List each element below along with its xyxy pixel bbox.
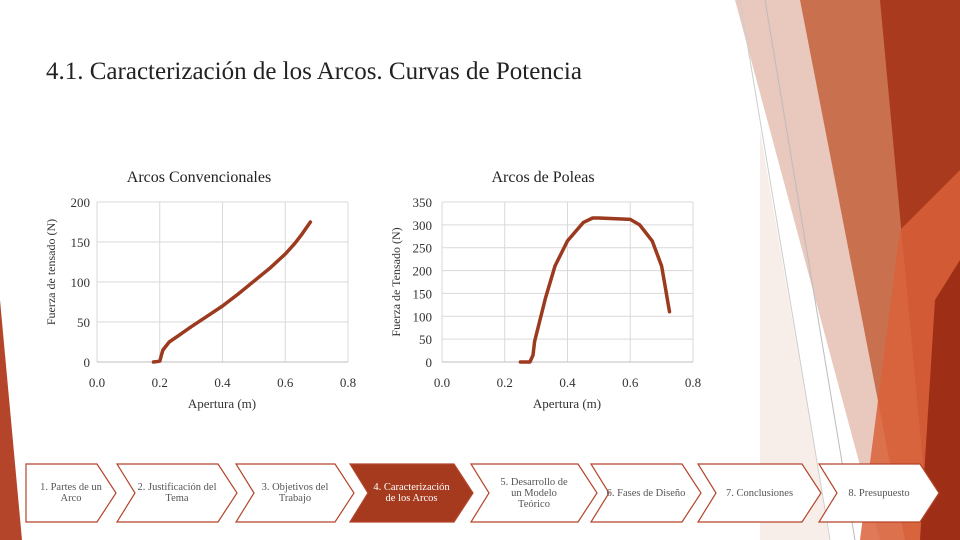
nav-item-label: 1. Partes de un Arco [40, 482, 102, 504]
chevron-shape [590, 463, 702, 523]
section-navigation: 1. Partes de un Arco 2. Justificación de… [0, 463, 960, 533]
chart2-grid [441, 201, 694, 363]
x-tick-label: 0.0 [89, 375, 105, 390]
chart2-title: Arcos de Poleas [491, 169, 594, 186]
chart1-series [151, 220, 313, 364]
chart1-ylabel: Fuerza de tensado (N) [44, 219, 58, 325]
chevron-polygon [470, 463, 598, 523]
y-tick-label: 150 [413, 286, 433, 301]
y-tick-label: 200 [71, 195, 91, 210]
x-tick-label: 0.2 [152, 375, 168, 390]
chevron-polygon [818, 463, 940, 523]
left-accent-shape [0, 300, 22, 540]
nav-item-fases-diseno[interactable]: 6. Fases de Diseño [590, 463, 702, 523]
facet-line-2 [764, 0, 856, 540]
translucent-wedge [760, 130, 830, 540]
chevron-shape [25, 463, 117, 523]
chart2-y-ticks: 0 50 100 150 200 250 300 350 [413, 195, 433, 370]
chevron-polygon [116, 463, 238, 523]
chevron-polygon [25, 463, 117, 523]
nav-item-label: 3. Objetivos del Trabajo [261, 482, 329, 504]
chevron-polygon [697, 463, 822, 523]
chart2-series [518, 216, 672, 364]
nav-item-label: 2. Justificación del Tema [137, 482, 217, 504]
chevron-shape [235, 463, 355, 523]
chevron-shape [116, 463, 238, 523]
nav-item-conclusiones[interactable]: 7. Conclusiones [697, 463, 822, 523]
y-tick-label: 100 [413, 309, 433, 324]
y-tick-label: 0 [426, 355, 433, 370]
x-tick-label: 0.8 [340, 375, 356, 390]
chart1-title: Arcos Convencionales [127, 169, 271, 186]
chart1-grid [96, 201, 349, 363]
series-line [151, 220, 313, 364]
slide-title: 4.1. Caracterización de los Arcos. Curva… [46, 58, 582, 85]
x-tick-label: 0.4 [214, 375, 231, 390]
chart1-x-ticks: 0.0 0.2 0.4 0.6 0.8 [89, 375, 356, 390]
chevron-shape [349, 463, 474, 523]
y-tick-label: 50 [77, 315, 90, 330]
chart2-xlabel: Apertura (m) [533, 396, 601, 411]
nav-item-label: 7. Conclusiones [725, 487, 794, 499]
series-line [518, 216, 672, 364]
chevron-polygon [349, 463, 474, 523]
nav-item-objetivos[interactable]: 3. Objetivos del Trabajo [235, 463, 355, 523]
y-tick-label: 300 [413, 218, 433, 233]
y-tick-label: 200 [413, 264, 433, 279]
chart2-ylabel: Fuerza de Tensado (N) [389, 227, 403, 336]
y-tick-label: 150 [71, 235, 91, 250]
chevron-shape [818, 463, 940, 523]
x-tick-label: 0.0 [434, 375, 450, 390]
y-tick-label: 350 [413, 195, 433, 210]
nav-item-label: 6. Fases de Diseño [606, 487, 686, 499]
nav-item-label: 5. Desarrollo de un Modelo Teórico [500, 476, 568, 510]
nav-item-presupuesto[interactable]: 8. Presupuesto [818, 463, 940, 523]
nav-item-label: 8. Presupuesto [848, 487, 910, 499]
chart-arcos-poleas: Arcos de Poleas 0 50 100 150 200 250 300 350 0.… [389, 169, 701, 411]
x-tick-label: 0.4 [559, 375, 576, 390]
chart1-xlabel: Apertura (m) [188, 396, 256, 411]
x-tick-label: 0.8 [685, 375, 701, 390]
nav-item-label: 4. Caracterización de los Arcos [373, 482, 450, 504]
chevron-shape [470, 463, 598, 523]
chevron-shape [697, 463, 822, 523]
x-tick-label: 0.6 [622, 375, 639, 390]
chevron-polygon [590, 463, 702, 523]
chart-arcos-convencionales: Arcos Convencionales 0 50 100 150 200 0.0 0.2… [44, 169, 356, 411]
x-tick-label: 0.6 [277, 375, 294, 390]
y-tick-label: 0 [84, 355, 91, 370]
nav-item-partes[interactable]: 1. Partes de un Arco [25, 463, 117, 523]
nav-item-caracterizacion[interactable]: 4. Caracterización de los Arcos [349, 463, 474, 523]
chart2-x-ticks: 0.0 0.2 0.4 0.6 0.8 [434, 375, 701, 390]
chevron-polygon [235, 463, 355, 523]
x-tick-label: 0.2 [497, 375, 513, 390]
y-tick-label: 100 [71, 275, 91, 290]
y-tick-label: 50 [419, 332, 432, 347]
facet-line-1 [739, 0, 831, 540]
nav-item-modelo-teorico[interactable]: 5. Desarrollo de un Modelo Teórico [470, 463, 598, 523]
nav-item-justificacion[interactable]: 2. Justificación del Tema [116, 463, 238, 523]
right-facet-deep [920, 260, 960, 540]
chart1-y-ticks: 0 50 100 150 200 [71, 195, 91, 370]
y-tick-label: 250 [413, 241, 433, 256]
